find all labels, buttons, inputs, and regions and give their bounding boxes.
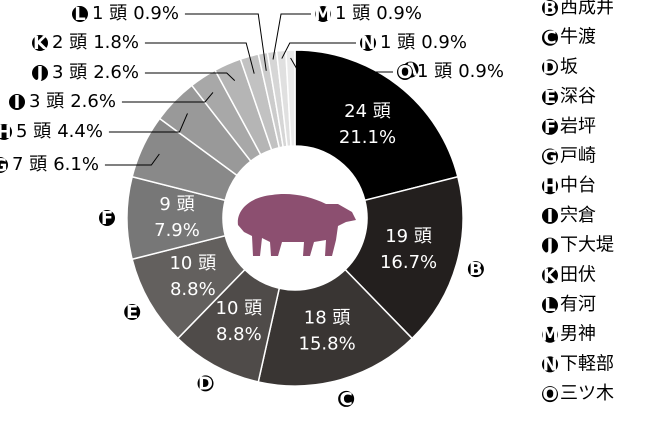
key-letter: I <box>14 92 21 113</box>
legend-label: 岩坪 <box>560 116 596 137</box>
slice-percent-label: 0.9% <box>421 32 467 53</box>
slice-label: 3 頭 2.6% <box>29 91 116 112</box>
slice-label: 3 頭 2.6% <box>52 62 139 83</box>
slice-label: 2 頭 1.8% <box>52 32 139 53</box>
legend-label: 三ツ木 <box>560 383 614 404</box>
key-letter: O <box>542 384 557 405</box>
key-letter: K <box>33 33 48 54</box>
key-letter: J <box>545 236 554 257</box>
legend-label: 有河 <box>560 294 596 315</box>
key-letter: F <box>101 208 113 229</box>
key-letter: B <box>543 0 557 19</box>
slice-percent-label: 0.9% <box>133 3 179 24</box>
legend-label: 中台 <box>560 175 596 196</box>
slice-value-label: 1 頭 <box>335 3 370 24</box>
key-letter: M <box>314 4 332 25</box>
legend-label: 下大堤 <box>560 235 614 256</box>
slice-value-label: 1 頭 <box>380 32 415 53</box>
slice-percent-label: 21.1% <box>339 127 396 148</box>
key-letter: N <box>542 354 557 375</box>
legend-label: 牛渡 <box>560 27 596 48</box>
slice-label: 1 頭 0.9% <box>417 61 504 82</box>
key-letter: D <box>543 57 558 78</box>
slice-percent-label: 7.9% <box>154 220 200 241</box>
slice-value-label: 5 頭 <box>16 121 51 142</box>
slice-percent-label: 8.8% <box>216 324 262 345</box>
legend-label: 深谷 <box>560 86 596 107</box>
key-letter: G <box>543 147 558 168</box>
slice-label: 1 頭 0.9% <box>380 32 467 53</box>
slice-value-label: 2 頭 <box>52 32 87 53</box>
legend-label: 戸崎 <box>560 146 596 167</box>
key-letter: F <box>544 117 556 138</box>
key-letter: H <box>0 122 12 143</box>
slice-value-label: 18 頭 <box>304 308 351 329</box>
key-letter: M <box>541 325 559 346</box>
slice-percent-label: 0.9% <box>458 61 504 82</box>
legend-label: 下軽部 <box>560 353 614 374</box>
key-letter: N <box>360 33 375 54</box>
key-letter: K <box>543 265 558 286</box>
key-letter: C <box>340 389 353 410</box>
chart: 24 頭21.1%A19 頭16.7%B18 頭15.8%C10 頭8.8%D1… <box>0 0 668 434</box>
slice-value-label: 3 頭 <box>52 62 87 83</box>
key-letter: C <box>543 28 556 49</box>
key-letter: G <box>0 155 7 176</box>
slice-value-label: 19 頭 <box>385 226 432 247</box>
legend-label: 田伏 <box>560 264 596 285</box>
slice-percent-label: 16.7% <box>380 252 437 273</box>
slice-value-label: 1 頭 <box>92 3 127 24</box>
key-letter: D <box>198 373 213 394</box>
slice-percent-label: 4.4% <box>57 121 103 142</box>
slice-label: 7 頭 6.1% <box>12 154 99 175</box>
slice-value-label: 24 頭 <box>344 101 391 122</box>
key-letter: H <box>542 176 557 197</box>
slice-percent-label: 2.6% <box>93 62 139 83</box>
boar-icon <box>238 194 356 256</box>
slice-value-label: 10 頭 <box>216 298 263 319</box>
slice-percent-label: 2.6% <box>70 91 116 112</box>
slice-percent-label: 15.8% <box>299 334 356 355</box>
key-letter: I <box>547 206 554 227</box>
key-letter: J <box>35 63 44 84</box>
key-letter: L <box>544 295 555 316</box>
legend-label: 男神 <box>560 324 596 345</box>
key-letter: L <box>74 4 85 25</box>
slice-value-label: 1 頭 <box>417 61 452 82</box>
key-letter: B <box>469 259 483 280</box>
slice-percent-label: 6.1% <box>53 154 99 175</box>
slice-percent-label: 0.9% <box>376 3 422 24</box>
slice-percent-label: 8.8% <box>170 279 216 300</box>
key-letter: E <box>544 87 556 108</box>
slice-label: 1 頭 0.9% <box>335 3 422 24</box>
slice-value-label: 10 頭 <box>169 253 216 274</box>
legend-label: 西成井 <box>560 0 614 18</box>
slice-label: 1 頭 0.9% <box>92 3 179 24</box>
slice-value-label: 3 頭 <box>29 91 64 112</box>
slice-value-label: 7 頭 <box>12 154 47 175</box>
slice-percent-label: 1.8% <box>93 32 139 53</box>
key-letter: E <box>126 302 138 323</box>
slice-value-label: 9 頭 <box>159 194 194 215</box>
slice-label: 5 頭 4.4% <box>16 121 103 142</box>
key-letter: O <box>397 62 412 83</box>
legend-label: 坂 <box>560 56 578 77</box>
legend-label: 宍倉 <box>560 205 596 226</box>
